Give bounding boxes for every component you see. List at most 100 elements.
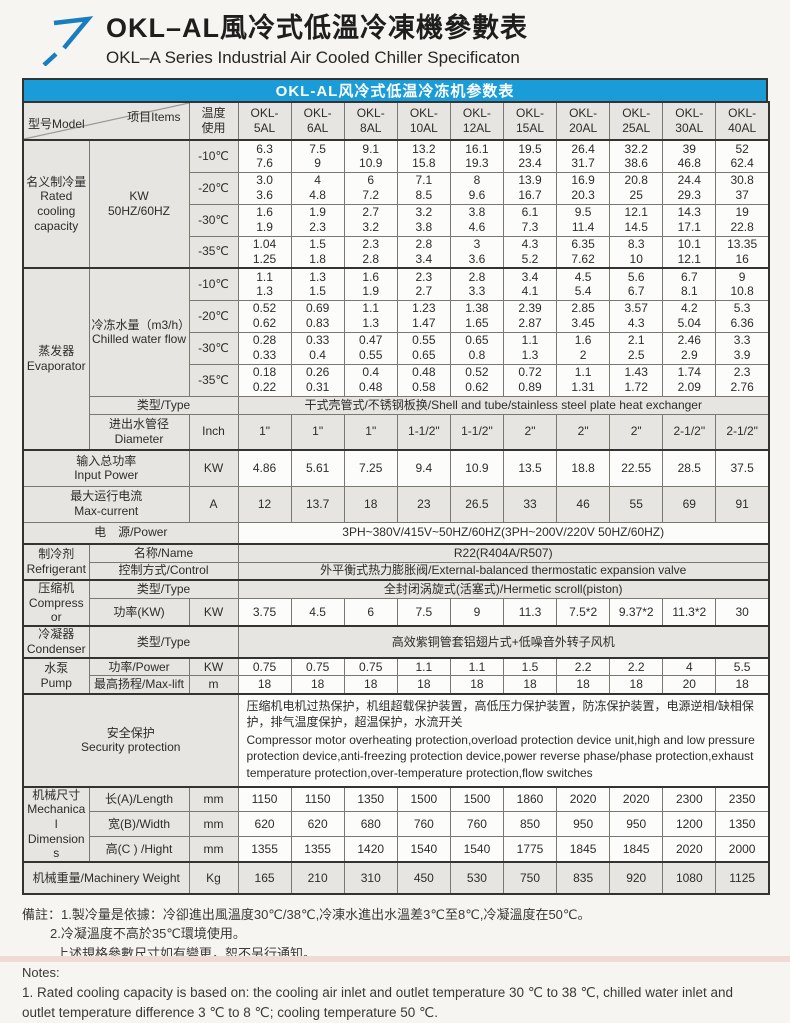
- cooling-capacity-value-cell: 24.4 29.3: [662, 171, 717, 205]
- cooling-capacity-value-cell: 19.5 23.4: [502, 139, 558, 173]
- chilled-water-flow-value-cell: 2.46 2.9: [662, 331, 717, 365]
- diameter-value-cell: 2": [609, 413, 664, 451]
- chilled-water-flow-value-cell: 0.47 0.55: [343, 331, 398, 365]
- machinery-weight-value-cell: 1125: [715, 860, 770, 895]
- dimension-value-cell: 2020: [609, 785, 664, 813]
- pump-power-value-cell: 4: [662, 656, 717, 677]
- machinery-weight-value-cell: 750: [502, 860, 558, 895]
- cooling-capacity-value-cell: 9.5 11.4: [556, 203, 611, 237]
- scan-edge-strip: [0, 956, 790, 962]
- diameter-value-cell: 1": [290, 413, 345, 451]
- condenser-type-label-cell: 类型/Type: [88, 624, 239, 659]
- chilled-water-flow-value-cell: 4.5 5.4: [556, 267, 611, 301]
- max-current-label-cell: 最大运行电流 Max-current: [22, 485, 190, 523]
- cooling-capacity-value-cell: 1.9 2.3: [290, 203, 345, 237]
- dimension-value-cell: 950: [556, 811, 611, 838]
- pump-power-value-cell: 5.5: [715, 656, 770, 677]
- model-header-cell: OKL- 10AL: [396, 101, 451, 141]
- max-current-value-cell: 23: [396, 485, 451, 523]
- cooling-capacity-value-cell: 6.35 7.62: [556, 235, 611, 269]
- dimension-row-label-cell: 宽(B)/Width: [88, 811, 190, 838]
- dimension-value-cell: 620: [290, 811, 345, 838]
- condenser-label-cell: 冷凝器 Condenser: [22, 624, 90, 659]
- machinery-weight-value-cell: 165: [237, 860, 292, 895]
- pump-lift-value-cell: 18: [502, 675, 558, 695]
- diameter-value-cell: 2": [556, 413, 611, 451]
- machinery-weight-label-cell: 机械重量/Machinery Weight: [22, 860, 190, 895]
- diameter-value-cell: 1": [343, 413, 398, 451]
- corner-model-items-cell: 型号Model 项目Items: [22, 101, 190, 141]
- cooling-capacity-value-cell: 4.3 5.2: [502, 235, 558, 269]
- chilled-water-flow-value-cell: 0.55 0.65: [396, 331, 451, 365]
- machinery-weight-value-cell: 530: [449, 860, 504, 895]
- note-zh-2: 2.冷凝溫度不高於35℃環境使用。: [50, 926, 246, 942]
- dimension-value-cell: 760: [449, 811, 504, 838]
- condenser-type-value-cell: 高效紫铜管套铝翅片式+低噪音外转子风机: [237, 624, 770, 659]
- dimension-row-label-cell: 长(A)/Length: [88, 785, 190, 813]
- input-power-value-cell: 9.4: [396, 449, 451, 487]
- machinery-weight-value-cell: 920: [609, 860, 664, 895]
- dimension-value-cell: 1355: [237, 836, 292, 863]
- chilled-water-flow-value-cell: 4.2 5.04: [662, 299, 717, 333]
- model-header-cell: OKL- 25AL: [609, 101, 664, 141]
- max-current-value-cell: 91: [715, 485, 770, 523]
- cooling-capacity-value-cell: 2.7 3.2: [343, 203, 398, 237]
- machinery-weight-value-cell: 310: [343, 860, 398, 895]
- pump-lift-value-cell: 18: [449, 675, 504, 695]
- pump-power-value-cell: 0.75: [343, 656, 398, 677]
- table-banner-title: OKL-AL风冷式低温冷冻机参数表: [22, 78, 768, 101]
- dimension-value-cell: 1775: [502, 836, 558, 863]
- compressor-type-label-cell: 类型/Type: [88, 578, 239, 599]
- diameter-value-cell: 2-1/2": [715, 413, 770, 451]
- cooling-capacity-label-cell: 名义制冷量 Rated cooling capacity: [22, 139, 90, 269]
- model-header-cell: OKL- 12AL: [449, 101, 504, 141]
- page-title-zh: OKL–AL風冷式低溫冷凍機參數表: [106, 13, 528, 43]
- compressor-power-value-cell: 30: [715, 597, 770, 627]
- chilled-water-flow-value-cell: 2.39 2.87: [502, 299, 558, 333]
- dimension-row-label-cell: 高(C ) /Hight: [88, 836, 190, 863]
- machinery-weight-value-cell: 210: [290, 860, 345, 895]
- security-protection-text-cell: 压缩机电机过热保护，机组超载保护装置，高低压力保护装置，防冻保护装置，电源逆相/…: [237, 692, 770, 788]
- cooling-capacity-value-cell: 13.35 16: [715, 235, 770, 269]
- cooling-capacity-value-cell: 13.9 16.7: [502, 171, 558, 205]
- chilled-water-flow-value-cell: 0.4 0.48: [343, 363, 398, 397]
- cooling-capacity-value-cell: 6.1 7.3: [502, 203, 558, 237]
- pump-power-label-cell: 功率/Power: [88, 656, 190, 677]
- dimension-value-cell: 1540: [396, 836, 451, 863]
- input-power-value-cell: 22.55: [609, 449, 664, 487]
- pump-lift-unit-cell: m: [188, 675, 239, 695]
- company-arrow-logo-icon: [42, 16, 94, 66]
- dimension-value-cell: 2300: [662, 785, 717, 813]
- security-text-zh: 压缩机电机过热保护，机组超载保护装置，高低压力保护装置，防冻保护装置，电源逆相/…: [246, 698, 754, 730]
- cooling-capacity-value-cell: 6 7.2: [343, 171, 398, 205]
- power-supply-value-cell: 3PH~380V/415V~50HZ/60HZ(3PH~200V/220V 50…: [237, 521, 770, 545]
- cooling-capacity-unit-cell: KW 50HZ/60HZ: [88, 139, 190, 269]
- cooling-capacity-value-cell: 1.5 1.8: [290, 235, 345, 269]
- chilled-water-flow-value-cell: 0.52 0.62: [449, 363, 504, 397]
- dimension-value-cell: 620: [237, 811, 292, 838]
- chilled-water-flow-value-cell: 1.23 1.47: [396, 299, 451, 333]
- cooling-capacity-value-cell: 1.6 1.9: [237, 203, 292, 237]
- pump-lift-value-cell: 18: [715, 675, 770, 695]
- spec-table: 型号Model 项目Items 温度 使用 OKL- 5AL OKL- 6AL OKL- 8AL O…: [22, 101, 770, 895]
- dimension-value-cell: 1500: [396, 785, 451, 813]
- pump-power-value-cell: 1.5: [502, 656, 558, 677]
- note-en-1: 1. Rated cooling capacity is based on: t…: [22, 984, 733, 1021]
- chilled-water-flow-value-cell: 5.6 6.7: [609, 267, 664, 301]
- diameter-value-cell: 2-1/2": [662, 413, 717, 451]
- temperature-cell: -20℃: [188, 171, 239, 205]
- cooling-capacity-value-cell: 16.9 20.3: [556, 171, 611, 205]
- dimension-value-cell: 1200: [662, 811, 717, 838]
- cooling-capacity-value-cell: 9.1 10.9: [343, 139, 398, 173]
- chilled-water-flow-value-cell: 1.1 1.3: [502, 331, 558, 365]
- max-current-value-cell: 55: [609, 485, 664, 523]
- chilled-water-flow-value-cell: 2.85 3.45: [556, 299, 611, 333]
- max-current-unit-cell: A: [188, 485, 239, 523]
- refrigerant-name-value-cell: R22(R404A/R507): [237, 543, 770, 563]
- model-header-cell: OKL- 30AL: [662, 101, 717, 141]
- corner-model-label: 型号Model: [28, 117, 85, 132]
- dimension-value-cell: 2000: [715, 836, 770, 863]
- chilled-water-flow-label-cell: 冷冻水量（m3/h） Chilled water flow: [88, 267, 190, 397]
- chilled-water-flow-value-cell: 3.57 4.3: [609, 299, 664, 333]
- power-supply-label-cell: 电 源/Power: [22, 521, 239, 545]
